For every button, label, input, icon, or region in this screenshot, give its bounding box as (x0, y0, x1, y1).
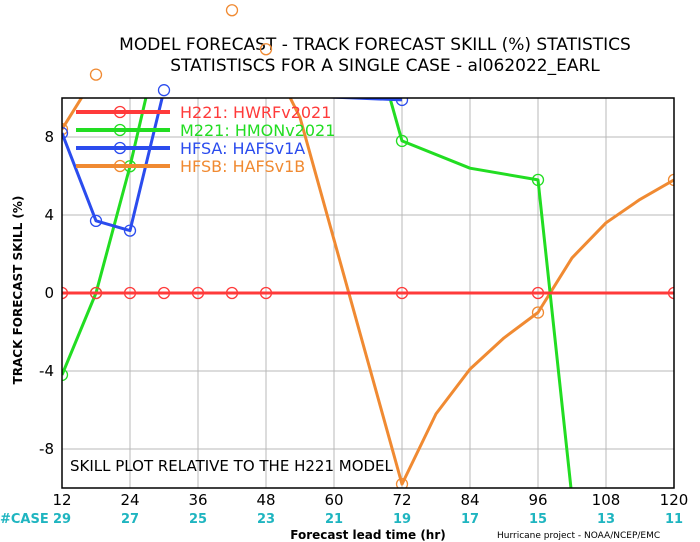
series-1-point-0 (62, 368, 69, 382)
x-tick-label-0: 12 (52, 491, 71, 509)
series-0-point-2 (123, 286, 137, 300)
y-axis-label: TRACK FORECAST SKILL (%) (11, 196, 25, 385)
series-3-point-16 (667, 173, 674, 187)
plot-frame (61, 97, 675, 489)
legend-marker-2 (113, 141, 127, 155)
x-tick-label-1: 24 (120, 491, 139, 509)
case-count-1: 27 (121, 512, 139, 527)
x-tick-label-7: 96 (528, 491, 547, 509)
case-count-0: 29 (53, 512, 71, 527)
series-0-point-5 (225, 286, 239, 300)
legend-marker-1 (113, 123, 127, 137)
series-0-point-4 (191, 286, 205, 300)
legend-marker-0 (113, 105, 127, 119)
legend-label-1: M221: HMONv2021 (180, 121, 335, 140)
series-line-2 (62, 98, 403, 233)
chart-title-line2: STATISTISCS FOR A SINGLE CASE - al062022… (170, 56, 600, 76)
series-2-point-2 (123, 224, 137, 237)
series-2-point-3 (157, 84, 171, 97)
relative-model-annotation: SKILL PLOT RELATIVE TO THE H221 MODEL (70, 457, 394, 475)
case-count-5: 19 (393, 512, 411, 527)
case-count-4: 21 (325, 512, 343, 527)
series-0-point-8 (531, 286, 545, 300)
case-count-6: 17 (461, 512, 479, 527)
x-tick-label-9: 120 (660, 491, 689, 509)
case-counts: 29 27 25 23 21 19 17 15 13 11 (53, 512, 683, 527)
case-count-2: 25 (189, 512, 207, 527)
legend-label-2: HFSA: HAFSv1A (180, 139, 305, 158)
outside-markers (89, 4, 273, 97)
x-tick-labels: 12 24 36 48 60 72 84 96 108 120 (52, 491, 688, 509)
series-3-point-1 (89, 68, 103, 81)
series-1-point-6 (395, 134, 409, 148)
chart-title-line1: MODEL FORECAST - TRACK FORECAST SKILL (%… (119, 35, 631, 55)
series-2-point-0 (62, 126, 69, 140)
series-0-point-0 (62, 286, 69, 300)
series-1-point-8 (531, 173, 545, 187)
case-count-3: 23 (257, 512, 275, 527)
x-tick-label-5: 72 (392, 491, 411, 509)
x-tick-label-2: 36 (188, 491, 207, 509)
series-0-point-6 (259, 286, 273, 300)
series-0-point-3 (157, 286, 171, 300)
y-tick-label-3: 4 (44, 206, 54, 224)
case-count-7: 15 (529, 512, 547, 527)
series-3-point-0 (62, 123, 69, 136)
case-label: #CASE (0, 512, 49, 527)
y-tick-label-2: 0 (44, 284, 54, 302)
x-axis-label: Forecast lead time (hr) (290, 528, 446, 542)
x-tick-label-4: 60 (324, 491, 343, 509)
series-layer (62, 98, 674, 488)
y-tick-labels: -8 -4 0 4 8 (39, 128, 54, 458)
case-count-8: 13 (597, 512, 615, 527)
legend-label-3: HFSB: HAFSv1B (180, 157, 305, 176)
series-2-point-1 (89, 214, 103, 228)
series-line-1 (62, 98, 573, 488)
case-count-9: 11 (665, 512, 683, 527)
series-3-point-5 (225, 4, 239, 17)
credit-text: Hurricane project - NOAA/NCEP/EMC (497, 531, 660, 541)
series-3-point-12 (531, 306, 545, 319)
series-3-point-6 (259, 43, 273, 56)
x-tick-label-8: 108 (592, 491, 621, 509)
y-tick-label-0: -8 (39, 440, 54, 458)
series-2-point-4 (395, 98, 409, 107)
series-0-point-7 (395, 286, 409, 300)
series-0-point-9 (667, 286, 674, 300)
series-0-point-1 (89, 286, 103, 300)
x-tick-label-6: 84 (460, 491, 479, 509)
series-3-point-8 (395, 477, 409, 488)
legend-marker-3 (113, 159, 127, 173)
series-line-3 (62, 98, 674, 486)
y-tick-label-1: -4 (39, 362, 54, 380)
y-tick-label-4: 8 (44, 128, 54, 146)
legend-label-0: H221: HWRFv2021 (180, 103, 331, 122)
x-tick-label-3: 48 (256, 491, 275, 509)
